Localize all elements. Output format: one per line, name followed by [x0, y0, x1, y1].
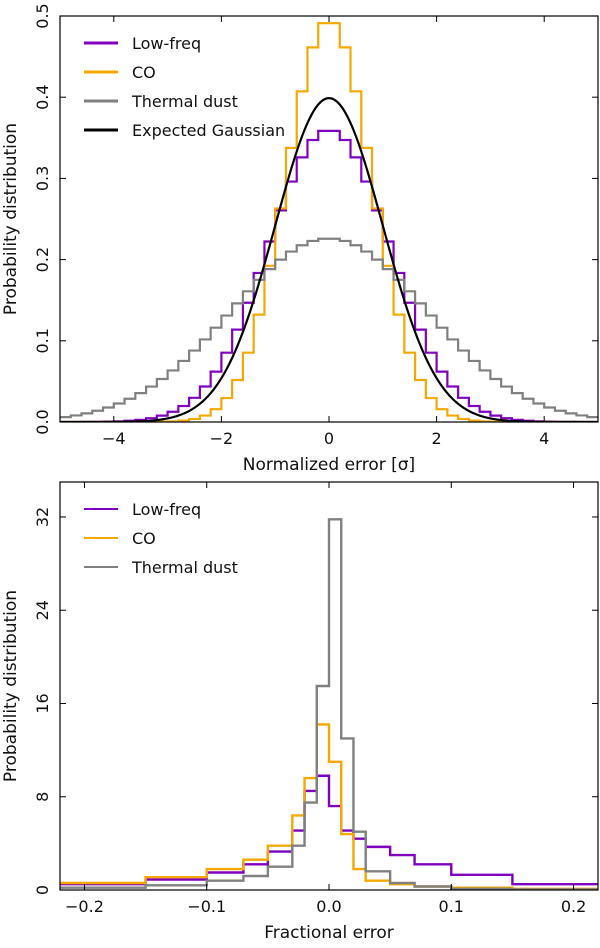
plot-area — [60, 518, 598, 890]
x-tick-label: 0.2 — [561, 897, 586, 916]
series-thermal-dust — [60, 518, 598, 890]
x-tick-label: 4 — [539, 429, 549, 448]
x-axis-label: Fractional error — [264, 923, 394, 943]
series-low-freq — [60, 774, 598, 886]
legend-label: Expected Gaussian — [132, 121, 285, 140]
legend-label: CO — [132, 63, 156, 82]
y-axis-label: Probability distribution — [1, 123, 21, 315]
x-tick-label: 0 — [324, 429, 334, 448]
y-tick-label: 32 — [33, 507, 52, 527]
series-low-freq — [60, 129, 598, 422]
x-tick-label: 0.1 — [439, 897, 464, 916]
legend-label: Thermal dust — [131, 92, 238, 111]
y-tick-label: 0.2 — [33, 247, 52, 272]
y-axis-label: Probability distribution — [1, 590, 21, 782]
y-tick-label: 0.0 — [33, 409, 52, 434]
y-tick-label: 0.4 — [33, 84, 52, 109]
legend-label: Thermal dust — [131, 558, 238, 577]
x-axis-label: Normalized error [σ] — [243, 455, 415, 475]
plot-area — [60, 22, 598, 422]
series-co — [60, 723, 598, 890]
top-panel: −4 −2 0 2 4 0.0 0.1 0.2 0.3 0.4 0.5 Normalized erro… — [1, 3, 599, 475]
series-thermal-dust — [60, 237, 598, 419]
series-co — [60, 22, 598, 422]
x-tick-label: −2 — [210, 429, 234, 448]
y-tick-label: 0 — [33, 885, 52, 895]
bottom-panel: −0.2 −0.1 0.0 0.1 0.2 0 8 16 24 32 Fractional erro… — [1, 481, 599, 943]
legend-label: CO — [132, 529, 156, 548]
x-tick-label: 2 — [432, 429, 442, 448]
y-tick-label: 0.1 — [33, 328, 52, 353]
legend-label: Low-freq — [132, 500, 201, 519]
legend-label: Low-freq — [132, 34, 201, 53]
series-expected-gaussian — [60, 96, 598, 422]
y-tick-label: 8 — [33, 792, 52, 802]
y-tick-label: 0.3 — [33, 166, 52, 191]
y-tick-label: 0.5 — [33, 3, 52, 28]
x-tick-label: −4 — [102, 429, 126, 448]
y-tick-label: 16 — [33, 693, 52, 713]
x-tick-label: −0.1 — [187, 897, 226, 916]
x-tick-label: 0.0 — [316, 897, 341, 916]
x-tick-label: −0.2 — [65, 897, 104, 916]
y-tick-label: 24 — [33, 600, 52, 620]
